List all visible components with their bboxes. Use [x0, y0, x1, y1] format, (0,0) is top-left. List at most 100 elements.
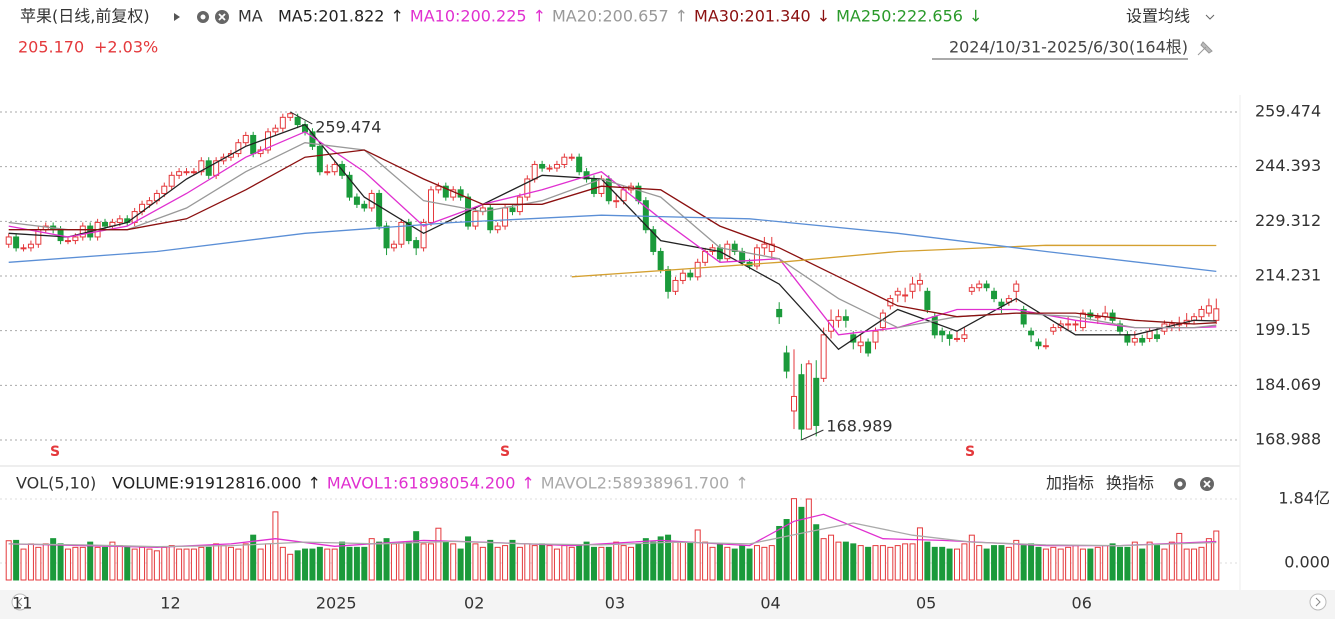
volume-bar [902, 543, 909, 581]
candle-body [116, 218, 123, 223]
candle-body [694, 261, 701, 278]
price-change: +2.03% [94, 38, 158, 57]
volume-bar [887, 546, 894, 581]
volume-bar [694, 529, 701, 581]
candle-body [183, 171, 190, 174]
volume-bar [1020, 545, 1027, 581]
y-tick-label: 1.84亿 [1278, 489, 1330, 508]
volume-bar [190, 548, 197, 581]
switch-indicator[interactable]: 换指标 [1106, 474, 1154, 493]
volume-bar [546, 545, 553, 581]
event-marker[interactable]: S [500, 444, 510, 460]
volume-bar [702, 541, 709, 581]
settings-button[interactable]: 设置均线 [1126, 7, 1190, 26]
event-marker[interactable]: S [50, 444, 60, 460]
volume-bar [213, 543, 220, 581]
volume-bar [265, 543, 272, 581]
volume-bar [398, 541, 405, 581]
candle-body [1213, 308, 1220, 321]
volume-bar [257, 548, 264, 581]
ma-line [8, 149, 1217, 325]
candle-body [383, 225, 390, 249]
volume-bar [576, 545, 583, 581]
volume-bar [724, 546, 731, 581]
high-annotation: 259.474 [315, 117, 381, 136]
volume-bar [279, 546, 286, 581]
volume-bar [50, 538, 57, 581]
event-marker[interactable]: S [965, 444, 975, 460]
ma-line [8, 123, 1217, 351]
candle-body [316, 145, 323, 173]
candle-body [279, 116, 286, 129]
candle-body [805, 363, 812, 430]
legend-entry: VOLUME:91912816.000 [112, 474, 301, 493]
x-axis-band [0, 590, 1335, 619]
candle-body [1146, 330, 1153, 339]
volume-bar [502, 545, 509, 581]
candle-body [665, 269, 672, 292]
volume-bar [828, 534, 835, 581]
volume-bar [1042, 548, 1049, 581]
candle-body [613, 200, 620, 203]
expand-icon[interactable] [174, 13, 180, 21]
volume-bar [465, 536, 472, 581]
volume-bar [361, 546, 368, 581]
legend-entry: MA30:201.340 [694, 7, 811, 26]
candle-body [1072, 323, 1079, 326]
volume-bar [390, 543, 397, 581]
add-indicator[interactable]: 加指标 [1046, 474, 1094, 493]
scroll-left[interactable] [11, 593, 29, 611]
close-cross [1203, 480, 1211, 488]
volume-bar [865, 546, 872, 581]
volume-bar [1198, 546, 1205, 581]
candle-body [235, 142, 242, 155]
volume-bar [568, 546, 575, 581]
volume-bar [42, 543, 49, 581]
volume-bar [590, 546, 597, 581]
candle-body [1154, 334, 1161, 339]
candle-body [190, 171, 197, 174]
last-price: 205.170 [18, 38, 84, 57]
volume-bar [153, 550, 160, 581]
volume-bar [709, 546, 716, 581]
volume-bar [1191, 548, 1198, 581]
volume-bar [650, 541, 657, 581]
candle-body [991, 290, 998, 300]
volume-bar [1124, 546, 1131, 581]
candle-body [1028, 330, 1035, 336]
volume-bar [1213, 530, 1220, 581]
candle-body [539, 163, 546, 169]
legend-trend: ↑ [533, 7, 546, 26]
volume-bar [457, 548, 464, 581]
legend-entry: MA5:201.822 [278, 7, 384, 26]
candle-body [79, 225, 86, 238]
volume-bar [894, 545, 901, 581]
volume-bar [583, 541, 590, 581]
candle-body [872, 330, 879, 343]
volume-bar [791, 498, 798, 581]
volume-bar [124, 546, 131, 581]
volume-bar [983, 548, 990, 581]
candle-body [724, 243, 731, 260]
candle-body [1094, 316, 1101, 319]
legend-trend: ↓ [969, 7, 982, 26]
candle-body [168, 174, 175, 187]
candle-body [1116, 323, 1123, 332]
volume-bar [739, 545, 746, 581]
volume-bar [642, 538, 649, 581]
volume-bar [776, 525, 783, 581]
volume-bar [768, 545, 775, 581]
date-range[interactable]: 2024/10/31-2025/6/30(164根) [949, 38, 1188, 57]
pin-icon[interactable] [1197, 41, 1213, 56]
legend-entry: MAVOL1:61898054.200 [327, 474, 516, 493]
volume-bar [524, 543, 531, 581]
dropdown-icon[interactable] [1205, 14, 1215, 20]
candle-body [420, 221, 427, 249]
volume-bar [1168, 541, 1175, 581]
candle-body [390, 243, 397, 249]
volume-bar [509, 539, 516, 581]
candle-body [798, 374, 805, 430]
candle-body [924, 290, 931, 310]
scroll-right[interactable] [1309, 593, 1327, 611]
